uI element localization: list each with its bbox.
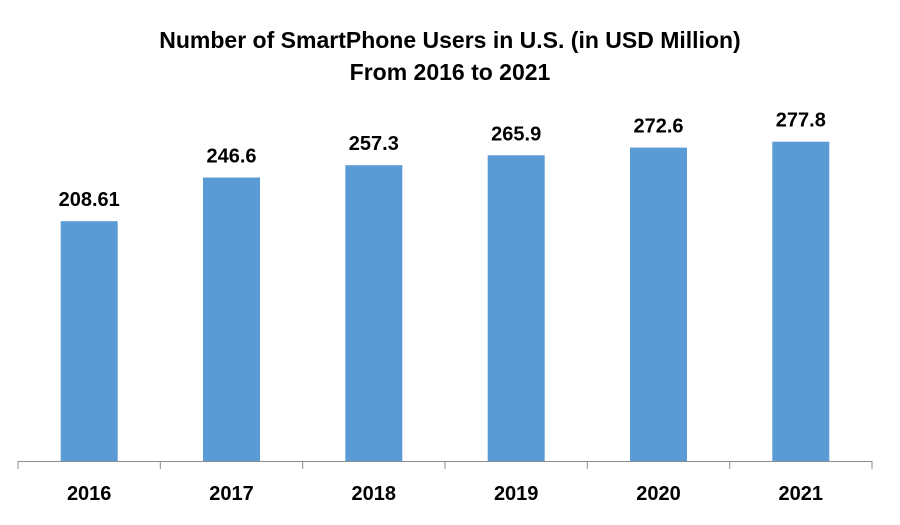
- x-tick-label-2016: 2016: [67, 483, 112, 505]
- x-tick-label-2019: 2019: [494, 483, 539, 505]
- bars-group: [60, 141, 830, 462]
- x-tick-label-2020: 2020: [636, 483, 681, 505]
- bar-2016: [60, 221, 118, 461]
- data-label-2020: 272.6: [633, 116, 683, 138]
- chart-subtitle: From 2016 to 2021: [350, 59, 551, 85]
- data-label-2021: 277.8: [776, 110, 826, 132]
- x-tick-labels-group: 2016 2017 2018 2019 2020 2021: [67, 483, 823, 505]
- bar-2017: [203, 177, 260, 461]
- bar-2018: [345, 165, 403, 461]
- data-label-2017: 246.6: [206, 146, 256, 168]
- data-label-2019: 265.9: [491, 123, 541, 145]
- chart-title: Number of SmartPhone Users in U.S. (in U…: [159, 27, 740, 53]
- bar-2019: [487, 155, 545, 462]
- data-labels-group: 208.61 246.6 257.3 265.9 272.6 277.8: [59, 110, 826, 212]
- bar-2020: [630, 147, 687, 461]
- x-axis: [17, 461, 873, 469]
- x-tick-label-2017: 2017: [209, 483, 254, 505]
- data-label-2018: 257.3: [349, 133, 399, 155]
- bar-2021: [772, 141, 830, 461]
- x-tick-label-2021: 2021: [779, 483, 824, 505]
- data-label-2016: 208.61: [59, 189, 120, 211]
- x-tick-label-2018: 2018: [352, 483, 397, 505]
